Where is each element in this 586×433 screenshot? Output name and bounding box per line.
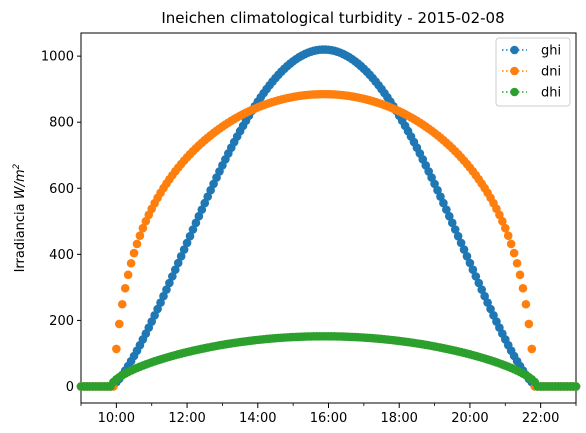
ghi-point — [203, 192, 212, 201]
legend-marker-dhi — [510, 87, 519, 97]
dni-point — [495, 210, 504, 220]
dni-point — [115, 319, 124, 329]
legend-label-dhi: dhi — [541, 86, 561, 101]
legend: ghi dni dhi — [495, 37, 571, 107]
dni-point — [518, 283, 528, 293]
dni-point — [503, 231, 513, 241]
dhi-point — [571, 382, 581, 391]
series-dhi — [76, 331, 581, 391]
dni-point — [126, 258, 136, 268]
ghi-point — [474, 278, 484, 288]
ghi-point — [191, 218, 201, 228]
ghi-point — [194, 211, 204, 221]
x-tick-label: 12:00 — [168, 411, 205, 426]
ghi-point — [453, 231, 463, 241]
legend-label-dni: dni — [541, 65, 561, 80]
dni-point — [521, 299, 531, 309]
chart-title: Ineichen climatological turbidity - 2015… — [161, 9, 504, 27]
series-layer — [76, 45, 581, 391]
ghi-point — [462, 252, 472, 261]
ghi-point — [182, 238, 192, 248]
ghi-point — [173, 258, 183, 268]
dni-point — [524, 319, 534, 329]
ghi-point — [153, 304, 162, 314]
ghi-point — [483, 298, 492, 307]
legend-label-ghi: ghi — [541, 44, 561, 59]
ghi-point — [471, 272, 481, 281]
x-tick-label: 20:00 — [451, 411, 488, 426]
ghi-point — [156, 298, 165, 307]
ghi-point — [188, 225, 198, 234]
y-axis-label: Irradiancia W/m2 — [12, 163, 28, 272]
ghi-point — [200, 198, 210, 208]
ghi-point — [433, 185, 442, 195]
ghi-point — [179, 245, 189, 254]
x-tick-label: 22:00 — [522, 411, 559, 426]
dni-point — [123, 270, 133, 280]
y-tick-label: 800 — [49, 116, 74, 131]
dni-point — [129, 248, 139, 258]
ghi-point — [170, 265, 180, 275]
ghi-point — [480, 291, 489, 301]
dni-point — [120, 283, 130, 293]
y-axis: 0 200 400 600 800 1000 — [41, 50, 81, 395]
dni-point — [506, 239, 516, 249]
x-tick-label: 14:00 — [239, 411, 276, 426]
dni-point — [135, 231, 145, 241]
dni-point — [117, 299, 127, 309]
dni-point — [132, 239, 142, 249]
ghi-point — [450, 225, 460, 234]
y-axis-label-unit: W/m — [13, 169, 28, 199]
y-tick-label: 600 — [49, 182, 74, 197]
y-tick-label: 1000 — [41, 50, 74, 65]
dni-point — [527, 344, 537, 354]
ghi-point — [168, 272, 177, 281]
y-axis-label-text: Irradiancia — [13, 199, 28, 272]
ghi-point — [468, 265, 478, 275]
ghi-point — [465, 258, 475, 268]
dni-point — [138, 223, 148, 233]
x-tick-label: 18:00 — [380, 411, 417, 426]
ghi-point — [456, 238, 466, 248]
ghi-point — [439, 198, 448, 208]
dni-point — [500, 223, 510, 233]
ghi-point — [459, 245, 469, 254]
dni-point — [509, 248, 519, 258]
x-axis: 10:00 12:00 14:00 16:00 18:00 20:00 22:00 — [80, 403, 577, 426]
dni-point — [515, 270, 525, 280]
ghi-point — [162, 285, 171, 294]
ghi-point — [176, 252, 186, 261]
ghi-point — [436, 192, 445, 201]
dni-point — [141, 216, 151, 226]
ghi-point — [447, 218, 457, 228]
legend-marker-dni — [510, 66, 519, 76]
ghi-point — [159, 291, 168, 301]
dni-point — [112, 344, 121, 354]
x-tick-label: 16:00 — [310, 411, 347, 426]
dni-point — [498, 216, 507, 226]
dni-point — [512, 258, 522, 268]
ghi-point — [197, 205, 207, 214]
x-tick-label: 10:00 — [98, 411, 135, 426]
y-tick-label: 400 — [49, 248, 74, 263]
ghi-point — [445, 211, 454, 221]
ghi-point — [185, 231, 195, 241]
ghi-point — [442, 205, 451, 214]
y-tick-label: 0 — [66, 380, 74, 395]
y-axis-label-sup: 2 — [12, 163, 22, 169]
ghi-point — [165, 278, 174, 288]
y-tick-label: 200 — [49, 314, 74, 329]
legend-marker-ghi — [510, 45, 519, 55]
ghi-point — [477, 285, 487, 294]
